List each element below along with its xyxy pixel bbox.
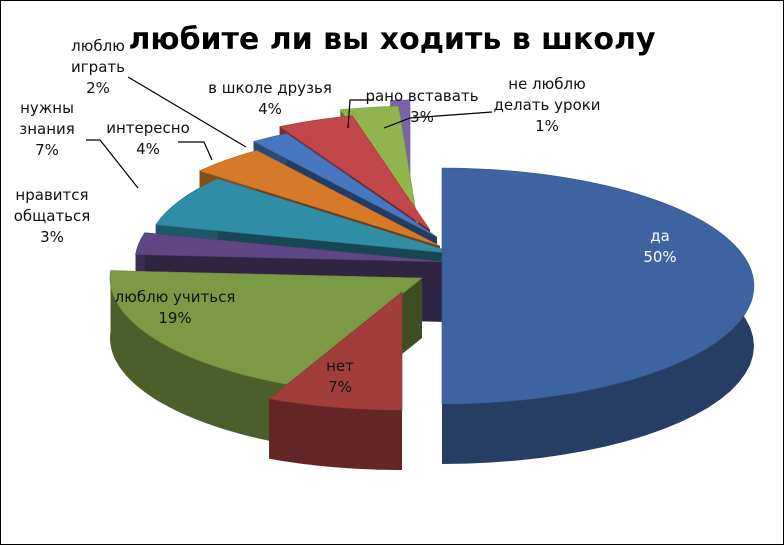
data-label-name: нужны (20, 99, 74, 117)
data-label-value: 3% (40, 228, 64, 246)
data-label-value: 3% (410, 108, 434, 126)
data-label: нужны знания 7% (19, 98, 75, 161)
data-label: рано вставать 3% (365, 86, 478, 128)
data-label-value: 1% (535, 117, 559, 135)
leader-line (383, 111, 493, 129)
leader-line (178, 141, 213, 161)
data-label-name: в школе друзья (208, 79, 332, 97)
data-label-name: люблю (71, 37, 125, 55)
pie-slice (252, 133, 438, 238)
data-label-name: интересно (106, 119, 190, 137)
pie-slice-wall (110, 270, 290, 445)
pie-slice (198, 150, 441, 247)
data-label: нравится общаться 3% (14, 185, 91, 248)
data-label-name: общаться (13, 207, 91, 225)
data-label-name: рано вставать (365, 87, 479, 105)
data-label: не люблю делать уроки 1% (493, 74, 600, 137)
data-label-value: 7% (328, 378, 352, 396)
pie-slice (278, 115, 431, 231)
data-label-value: 7% (35, 141, 59, 159)
leader-line (86, 139, 139, 189)
data-label-value: 2% (86, 79, 110, 97)
data-label-name: знания (19, 120, 75, 138)
data-label-value: 4% (136, 140, 160, 158)
data-label-value: 4% (258, 100, 282, 118)
leader-line (347, 99, 374, 129)
data-label-name: делать уроки (493, 96, 601, 114)
pie-slice (135, 232, 448, 263)
data-label-value: 19% (158, 309, 192, 327)
data-label: в школе друзья 4% (208, 78, 332, 120)
pie-slice-wall (269, 398, 402, 470)
data-label: да 50% (643, 226, 676, 268)
chart-title: любите ли вы ходить в школу (128, 22, 656, 57)
pie-slice (155, 178, 459, 255)
data-label: нет 7% (326, 356, 354, 398)
data-label-name: люблю учиться (114, 288, 236, 306)
pie-slice (268, 291, 403, 411)
data-label-name: нравится (15, 186, 89, 204)
pie-slice (441, 167, 755, 405)
data-label: люблю играть 2% (71, 36, 125, 99)
data-label-value: 50% (643, 248, 677, 266)
data-label: интересно 4% (106, 118, 190, 160)
data-label-name: да (650, 227, 670, 245)
data-label-name: не люблю (508, 75, 586, 93)
pie-slice (109, 270, 423, 386)
data-label: люблю учиться 19% (115, 287, 236, 329)
data-label-name: нет (326, 357, 354, 375)
data-label-name: играть (71, 58, 125, 76)
leader-line (127, 76, 247, 148)
